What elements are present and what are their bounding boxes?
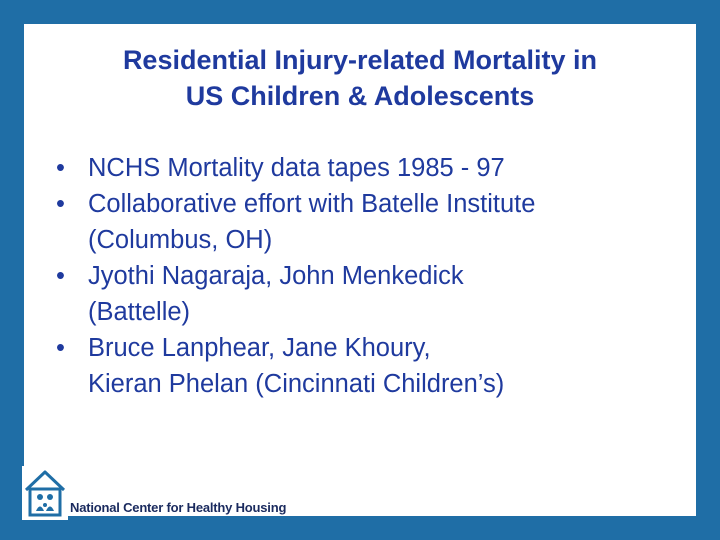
house-family-icon — [22, 466, 68, 520]
bullet-text: Collaborative effort with Batelle Instit… — [88, 190, 536, 218]
bullet-icon: • — [56, 154, 65, 182]
title-line: US Children & Adolescents — [185, 81, 535, 111]
bullet-icon: • — [56, 190, 65, 218]
bullet-item: • Collaborative effort with Batelle Inst… — [54, 186, 684, 258]
bullet-text: NCHS Mortality data tapes 1985 - 97 — [88, 154, 505, 182]
bullet-icon: • — [56, 262, 65, 290]
slide-canvas: Residential Injury-related Mortality in … — [24, 24, 696, 516]
bullet-text: Jyothi Nagaraja, John Menkedick — [88, 262, 464, 290]
slide-title: Residential Injury-related Mortality in … — [24, 42, 696, 114]
organization-name: National Center for Healthy Housing — [70, 500, 287, 515]
bullet-item: • Jyothi Nagaraja, John Menkedick (Batte… — [54, 258, 684, 330]
bullet-text: (Battelle) — [88, 298, 191, 326]
footer: National Center for Healthy Housing — [22, 466, 322, 522]
bullet-text: Kieran Phelan (Cincinnati Children’s) — [88, 370, 505, 398]
bullet-item: • Bruce Lanphear, Jane Khoury, Kieran Ph… — [54, 330, 684, 402]
title-line: Residential Injury-related Mortality in — [122, 45, 598, 75]
bullet-text: (Columbus, OH) — [88, 226, 273, 254]
bullet-text: Bruce Lanphear, Jane Khoury, — [88, 334, 431, 362]
bullet-item: • NCHS Mortality data tapes 1985 - 97 — [54, 150, 684, 186]
bullet-icon: • — [56, 334, 65, 362]
bullet-list: • NCHS Mortality data tapes 1985 - 97 • … — [54, 150, 684, 402]
